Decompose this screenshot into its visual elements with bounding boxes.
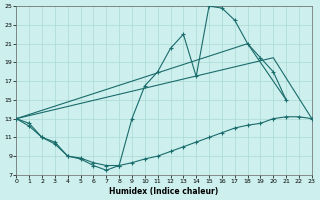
X-axis label: Humidex (Indice chaleur): Humidex (Indice chaleur)	[109, 187, 219, 196]
